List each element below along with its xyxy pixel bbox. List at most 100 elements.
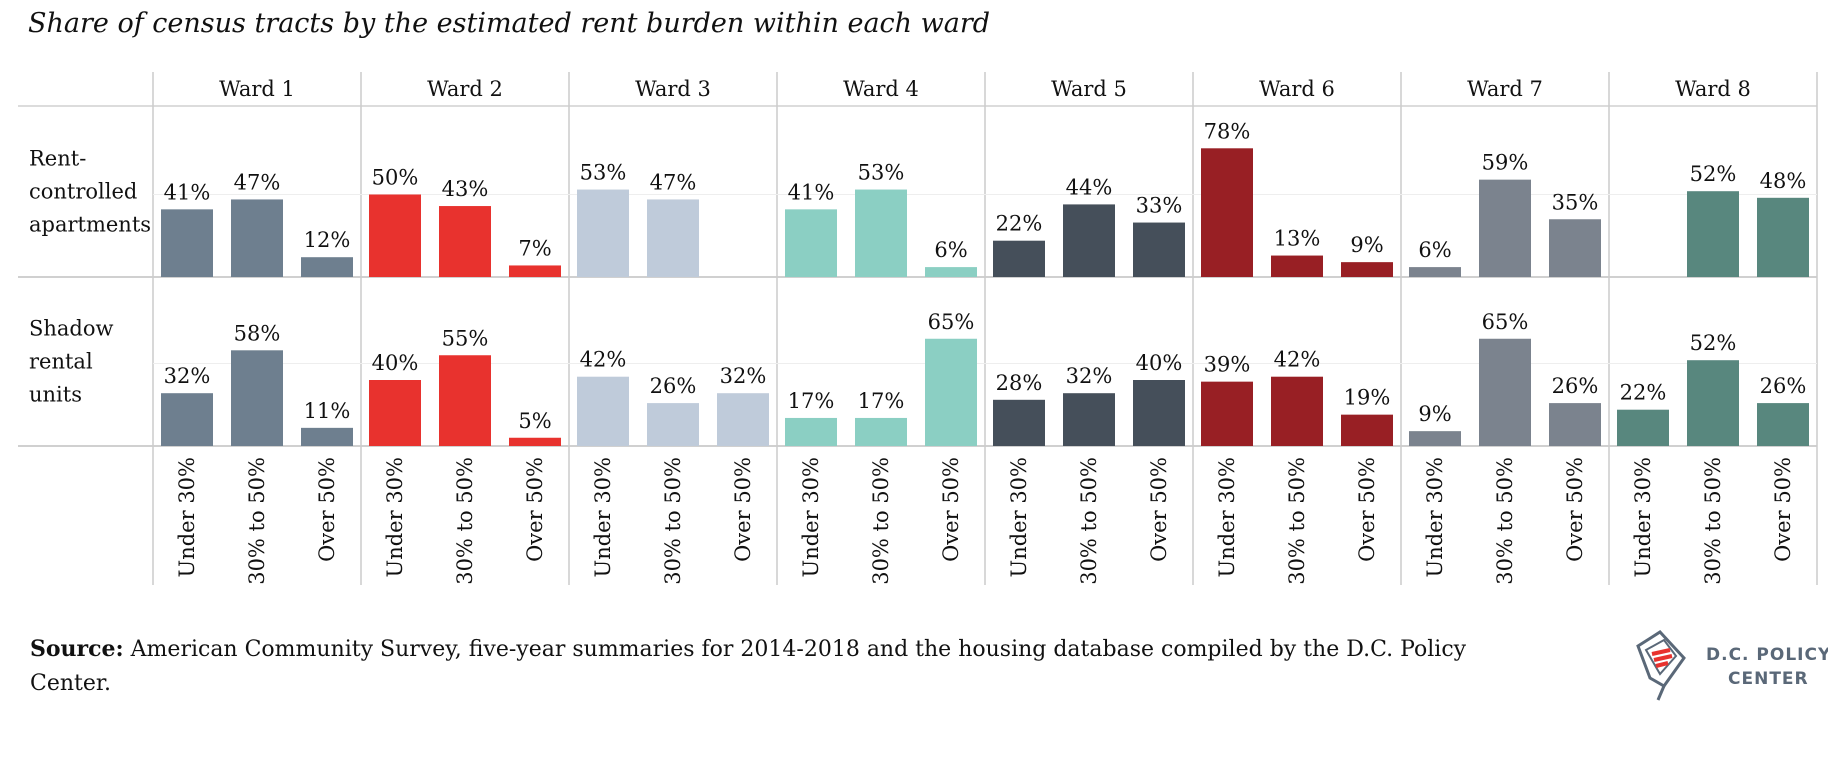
data-label: 59% bbox=[1482, 151, 1529, 175]
category-label: Under 30% bbox=[1423, 457, 1447, 577]
data-label: 52% bbox=[1690, 162, 1737, 186]
ward-header: Ward 4 bbox=[843, 77, 919, 101]
data-label: 13% bbox=[1274, 227, 1321, 251]
bar bbox=[1757, 403, 1809, 446]
ward-header: Ward 1 bbox=[219, 77, 295, 101]
bar bbox=[1133, 380, 1185, 446]
category-label: Under 30% bbox=[175, 457, 199, 577]
data-label: 32% bbox=[1066, 364, 1113, 388]
bar bbox=[855, 417, 907, 446]
bar bbox=[577, 189, 629, 277]
category-label: 30% to 50% bbox=[1285, 457, 1309, 585]
data-label: 50% bbox=[372, 166, 419, 190]
bar bbox=[1271, 376, 1323, 446]
source-note: Source: American Community Survey, five-… bbox=[30, 632, 1530, 701]
bar bbox=[439, 355, 491, 446]
bar bbox=[785, 417, 837, 446]
bar bbox=[785, 209, 837, 277]
bar bbox=[993, 240, 1045, 277]
category-label: Over 50% bbox=[1355, 457, 1379, 562]
row-label: apartments bbox=[29, 213, 151, 237]
bar bbox=[369, 194, 421, 277]
bar bbox=[647, 403, 699, 446]
data-label: 32% bbox=[164, 364, 211, 388]
bar bbox=[509, 437, 561, 446]
dc-policy-center-logo: D.C. POLICY CENTER bbox=[1636, 630, 1828, 701]
data-label: 9% bbox=[1418, 402, 1451, 426]
bar bbox=[993, 399, 1045, 446]
bar bbox=[855, 189, 907, 277]
bar bbox=[1549, 403, 1601, 446]
bar bbox=[369, 380, 421, 446]
row-label: rental bbox=[29, 350, 93, 374]
data-label: 17% bbox=[858, 389, 905, 413]
category-label: Over 50% bbox=[523, 457, 547, 562]
category-label: Under 30% bbox=[1007, 457, 1031, 577]
category-label: Over 50% bbox=[315, 457, 339, 562]
bar bbox=[1757, 197, 1809, 277]
source-label: Source: bbox=[30, 636, 124, 662]
bar bbox=[439, 206, 491, 277]
bar bbox=[1201, 381, 1253, 446]
data-label: 65% bbox=[928, 310, 975, 334]
category-label: 30% to 50% bbox=[245, 457, 269, 585]
data-label: 53% bbox=[858, 161, 905, 185]
data-label: 32% bbox=[720, 364, 767, 388]
bar bbox=[231, 350, 283, 446]
category-label: Under 30% bbox=[1215, 457, 1239, 577]
ward-header: Ward 3 bbox=[635, 77, 711, 101]
category-label: Under 30% bbox=[799, 457, 823, 577]
row-label: Shadow bbox=[29, 317, 114, 341]
category-label: Over 50% bbox=[1771, 457, 1795, 562]
data-label: 52% bbox=[1690, 331, 1737, 355]
category-label: Over 50% bbox=[1147, 457, 1171, 562]
bar bbox=[1201, 148, 1253, 277]
row-label: Rent- bbox=[29, 147, 86, 171]
bar bbox=[1479, 179, 1531, 277]
data-label: 48% bbox=[1760, 169, 1807, 193]
bar bbox=[509, 265, 561, 277]
small-multiples-bar-chart: Ward 1 Ward 2 Ward 3 Ward 4 Ward 5 Ward 6 Ward… bbox=[18, 72, 1818, 585]
data-label: 9% bbox=[1350, 233, 1383, 257]
bar bbox=[925, 267, 977, 277]
data-label: 47% bbox=[234, 170, 281, 194]
category-label: 30% to 50% bbox=[1077, 457, 1101, 585]
bar bbox=[1549, 219, 1601, 277]
ward-header: Ward 8 bbox=[1675, 77, 1751, 101]
category-label: 30% to 50% bbox=[1701, 457, 1725, 585]
data-label: 19% bbox=[1344, 386, 1391, 410]
bar bbox=[1617, 409, 1669, 446]
data-label: 5% bbox=[518, 409, 551, 433]
bar bbox=[301, 257, 353, 277]
bar bbox=[1479, 338, 1531, 446]
bar bbox=[1063, 393, 1115, 446]
row-label: units bbox=[29, 383, 82, 407]
bar bbox=[1133, 222, 1185, 277]
data-label: 43% bbox=[442, 177, 489, 201]
data-label: 78% bbox=[1204, 119, 1251, 143]
bar bbox=[1271, 255, 1323, 277]
bar bbox=[231, 199, 283, 277]
source-text: American Community Survey, five-year sum… bbox=[30, 637, 1467, 696]
data-label: 22% bbox=[996, 212, 1043, 236]
bar bbox=[1341, 262, 1393, 277]
ward-header: Ward 6 bbox=[1259, 77, 1335, 101]
data-label: 6% bbox=[934, 238, 967, 262]
data-label: 6% bbox=[1418, 238, 1451, 262]
data-label: 53% bbox=[580, 161, 627, 185]
data-label: 55% bbox=[442, 326, 489, 350]
ward-header: Ward 2 bbox=[427, 77, 503, 101]
data-label: 47% bbox=[650, 170, 697, 194]
row-label: controlled bbox=[29, 180, 137, 204]
category-label: Under 30% bbox=[1631, 457, 1655, 577]
bar bbox=[1063, 204, 1115, 277]
data-label: 42% bbox=[580, 348, 627, 372]
data-label: 58% bbox=[234, 321, 281, 345]
category-label: 30% to 50% bbox=[1493, 457, 1517, 585]
bar bbox=[717, 393, 769, 446]
logo-line-2: CENTER bbox=[1728, 669, 1809, 689]
category-label: Over 50% bbox=[939, 457, 963, 562]
data-label: 11% bbox=[304, 399, 351, 423]
bar bbox=[1687, 191, 1739, 277]
dc-map-icon bbox=[1636, 630, 1686, 701]
